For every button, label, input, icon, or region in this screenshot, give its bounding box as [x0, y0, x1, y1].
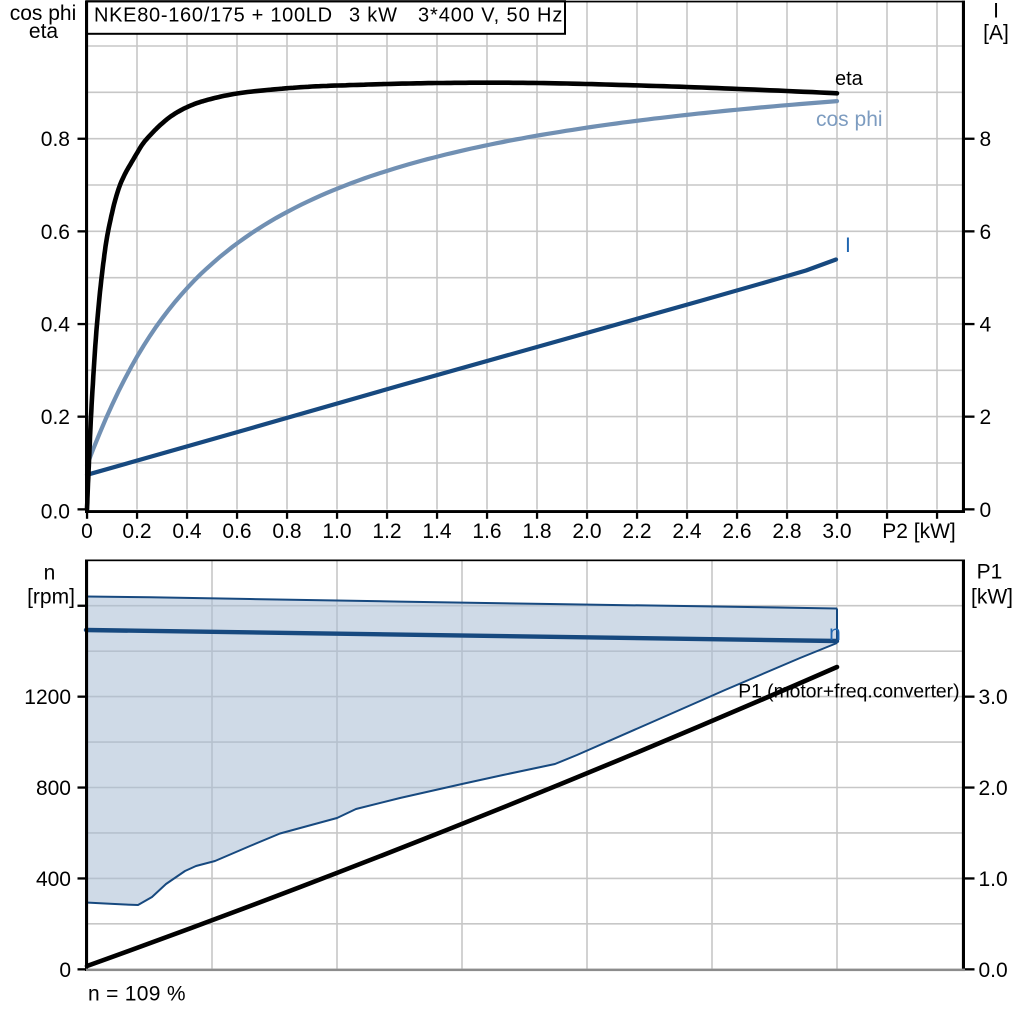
svg-text:2: 2 [980, 406, 992, 429]
svg-text:0.0: 0.0 [41, 501, 70, 524]
svg-text:6: 6 [980, 221, 992, 244]
svg-text:n = 109 %: n = 109 % [88, 983, 186, 1006]
svg-text:1.6: 1.6 [472, 520, 501, 543]
svg-text:0.2: 0.2 [122, 520, 151, 543]
svg-text:1.4: 1.4 [422, 520, 452, 543]
svg-text:0.6: 0.6 [222, 520, 251, 543]
svg-text:2.6: 2.6 [722, 520, 751, 543]
svg-text:[A]: [A] [983, 22, 1009, 45]
svg-text:I: I [845, 234, 851, 257]
svg-text:800: 800 [36, 777, 71, 800]
svg-text:0: 0 [980, 499, 992, 522]
svg-text:cos phi: cos phi [816, 108, 883, 131]
svg-text:3*400 V, 50 Hz: 3*400 V, 50 Hz [418, 5, 563, 27]
svg-text:1.0: 1.0 [322, 520, 351, 543]
svg-text:n: n [44, 562, 56, 585]
svg-text:eta: eta [29, 20, 59, 43]
svg-text:n: n [829, 622, 841, 645]
svg-text:I: I [993, 0, 999, 23]
svg-text:P2 [kW]: P2 [kW] [882, 520, 956, 543]
svg-text:1.2: 1.2 [372, 520, 401, 543]
svg-text:400: 400 [36, 868, 71, 891]
svg-text:1200: 1200 [24, 686, 71, 709]
svg-text:2.2: 2.2 [622, 520, 651, 543]
svg-text:2.4: 2.4 [672, 520, 702, 543]
svg-text:cos phi: cos phi [10, 2, 77, 25]
svg-text:3 kW: 3 kW [349, 5, 398, 27]
svg-text:0: 0 [81, 520, 93, 543]
svg-text:P1 (motor+freq.converter): P1 (motor+freq.converter) [738, 682, 959, 703]
svg-text:eta: eta [835, 68, 864, 90]
svg-text:2.0: 2.0 [572, 520, 601, 543]
svg-text:2.0: 2.0 [979, 777, 1008, 800]
svg-text:4: 4 [980, 314, 992, 337]
svg-text:2.8: 2.8 [772, 520, 801, 543]
svg-text:3.0: 3.0 [822, 520, 851, 543]
svg-text:[rpm]: [rpm] [27, 586, 75, 609]
svg-text:[kW]: [kW] [971, 586, 1013, 609]
svg-text:0.4: 0.4 [41, 314, 71, 337]
svg-text:0: 0 [59, 959, 71, 982]
svg-text:0.8: 0.8 [272, 520, 301, 543]
svg-text:8: 8 [980, 128, 992, 151]
svg-text:1.8: 1.8 [522, 520, 551, 543]
svg-text:NKE80-160/175 + 100LD: NKE80-160/175 + 100LD [94, 5, 333, 27]
svg-text:1.0: 1.0 [979, 868, 1008, 891]
svg-text:0.2: 0.2 [41, 406, 70, 429]
svg-text:P1: P1 [977, 561, 1003, 584]
svg-text:0.4: 0.4 [172, 520, 202, 543]
svg-text:0.8: 0.8 [41, 128, 70, 151]
svg-text:0.0: 0.0 [979, 959, 1008, 982]
svg-text:0.6: 0.6 [41, 221, 70, 244]
svg-text:3.0: 3.0 [979, 686, 1008, 709]
